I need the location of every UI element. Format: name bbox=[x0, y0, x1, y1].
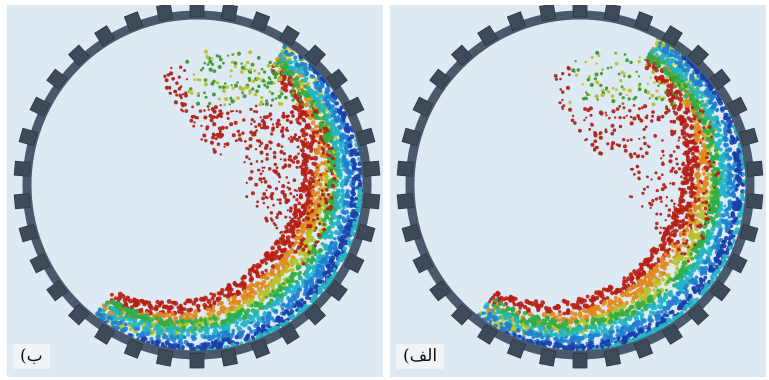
panel-label-alef: الف) bbox=[396, 344, 445, 369]
panel-beh: ب) bbox=[7, 5, 383, 377]
particle-bed-alef bbox=[475, 37, 748, 354]
scattered-particles-alef bbox=[553, 50, 720, 263]
particle-bed-beh bbox=[95, 41, 365, 354]
drum-simulation-image-alef bbox=[396, 5, 764, 369]
panel-label-beh: ب) bbox=[13, 344, 50, 369]
rotating-drum-beh bbox=[13, 5, 381, 369]
rotating-drum-alef bbox=[396, 5, 764, 369]
drum-simulation-image-beh bbox=[13, 5, 381, 369]
panel-alef: الف) bbox=[390, 5, 766, 377]
scattered-particles-beh bbox=[163, 49, 337, 266]
